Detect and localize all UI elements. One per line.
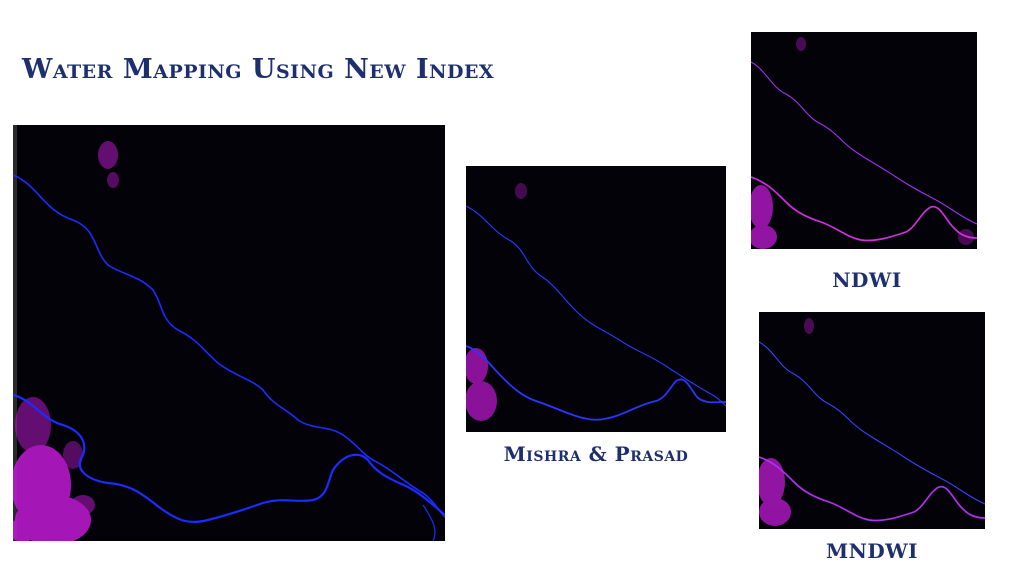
mishra-prasad-water-map <box>466 166 726 432</box>
slide-title: Water Mapping Using New Index <box>22 54 495 85</box>
wetland-patches <box>466 183 527 421</box>
river-main-channel <box>751 61 977 225</box>
river-tributary <box>759 456 985 522</box>
caption-mishra-prasad: Mishra & Prasad <box>503 442 689 466</box>
river-main-channel <box>13 174 445 518</box>
new-index-map-svg <box>13 125 445 541</box>
river-main-channel <box>759 341 985 505</box>
caption-mndwi: MNDWI <box>825 539 919 563</box>
wetland-patches <box>759 318 814 526</box>
map-background <box>751 32 977 249</box>
river-branch <box>422 504 436 541</box>
mndwi-water-map <box>759 312 985 529</box>
ndwi-water-map <box>751 32 977 249</box>
river-tributary <box>466 345 726 421</box>
river-tributary <box>751 176 977 242</box>
ndwi-map-svg <box>751 32 977 249</box>
wetland-patches <box>13 141 119 541</box>
river-tributary <box>13 393 445 524</box>
map-background <box>13 125 445 541</box>
mndwi-map-svg <box>759 312 985 529</box>
river-main-channel <box>466 205 726 407</box>
map-border <box>13 125 17 541</box>
caption-ndwi: NDWI <box>832 268 902 292</box>
map-background <box>759 312 985 529</box>
map-background <box>466 166 726 432</box>
mishra-prasad-map-svg <box>466 166 726 432</box>
new-index-water-map <box>13 125 445 541</box>
